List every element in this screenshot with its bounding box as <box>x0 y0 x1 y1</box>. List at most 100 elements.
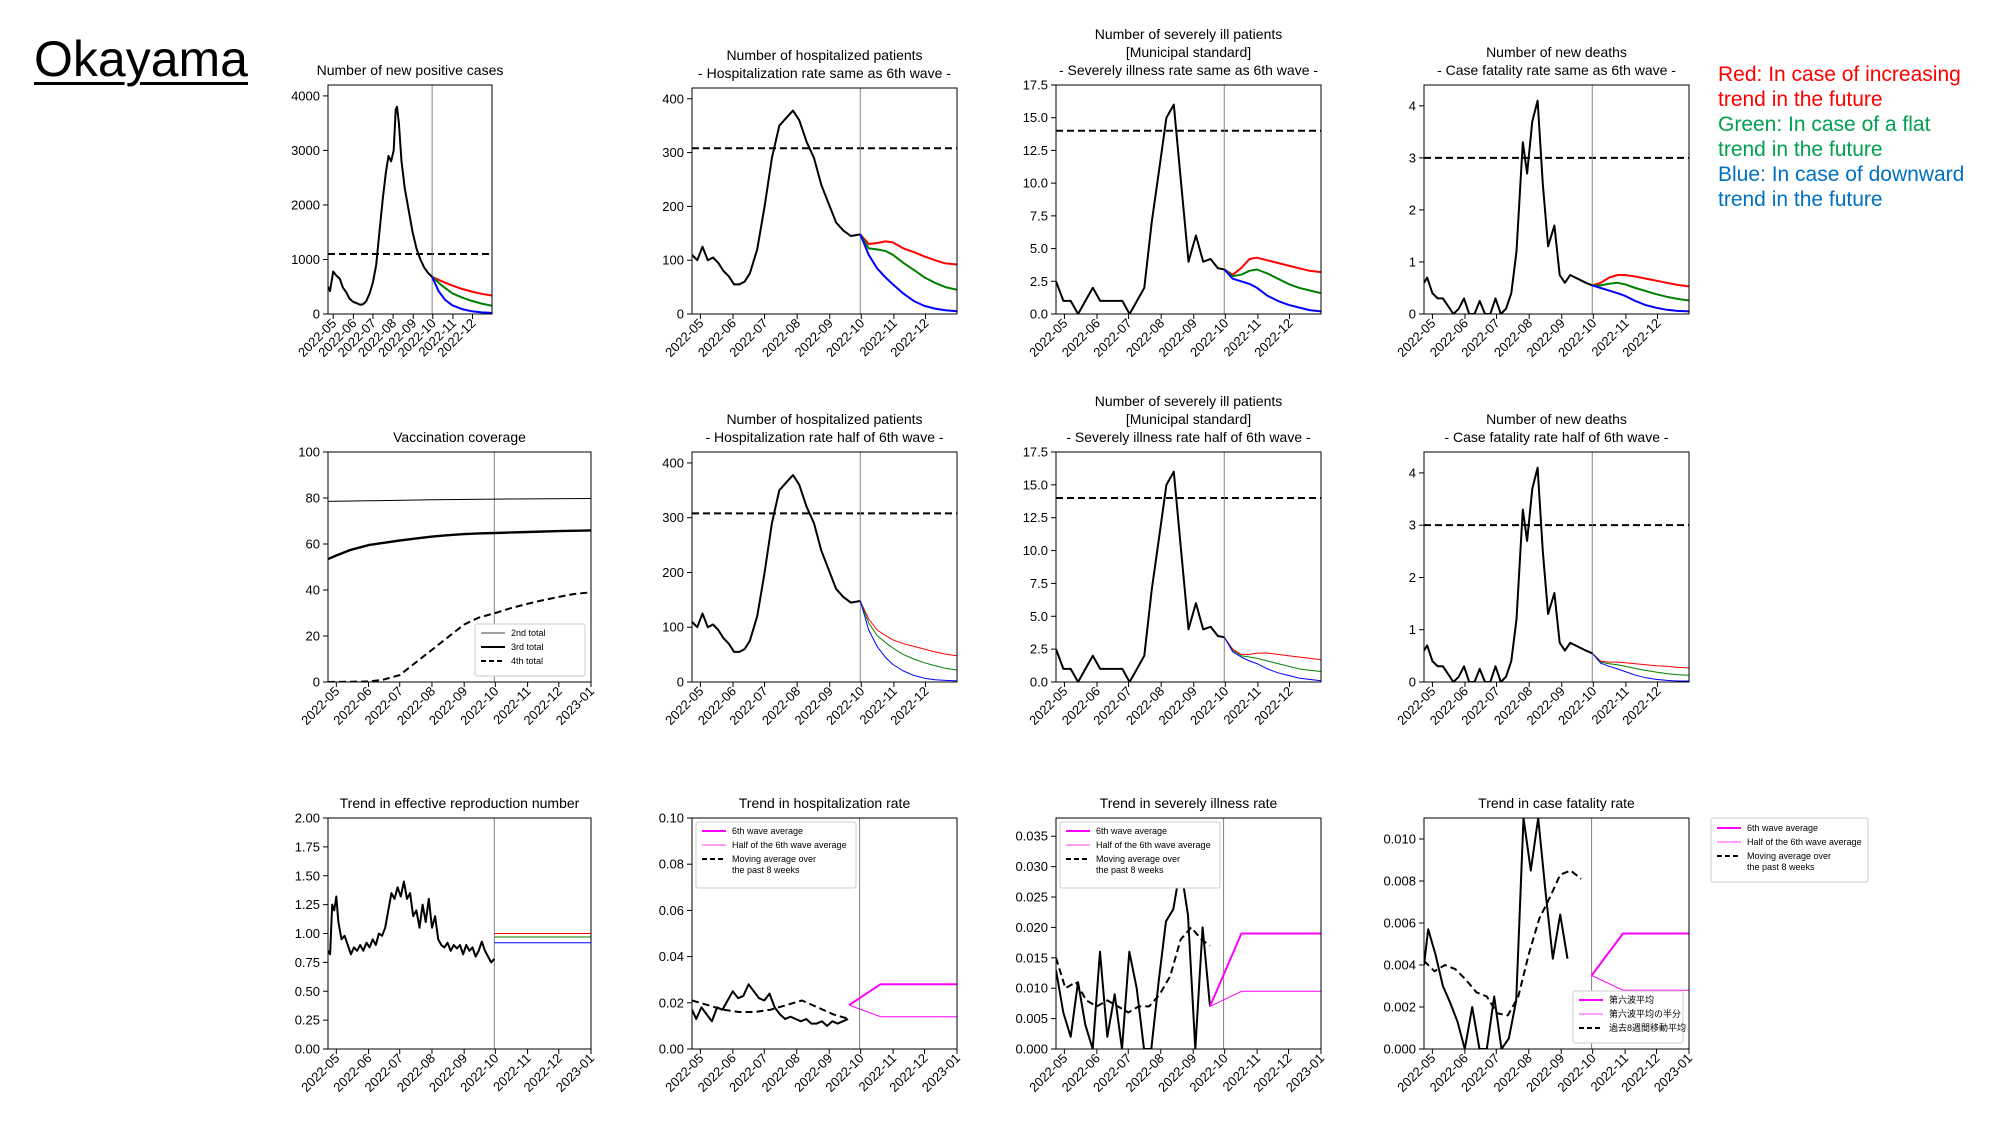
y-tick-label: 1000 <box>291 252 320 267</box>
chart-title: Number of new deaths <box>1486 411 1627 427</box>
plot-area <box>328 85 492 314</box>
series-line-6th-wave <box>848 983 957 1006</box>
y-tick-label: 2.00 <box>295 811 320 826</box>
series-line-half-6th-wave <box>1209 990 1321 1007</box>
y-tick-label: 17.5 <box>1023 78 1048 93</box>
y-tick-label: 4 <box>1409 98 1416 113</box>
series-line-flat <box>1223 268 1321 295</box>
chart-title: - Case fatality rate same as 6th wave - <box>1437 62 1676 78</box>
chart-title: Trend in hospitalization rate <box>739 795 911 811</box>
y-tick-label: 0.04 <box>659 949 684 964</box>
chart-title: - Severely illness rate half of 6th wave… <box>1066 429 1311 445</box>
y-tick-label: 3 <box>1409 518 1416 533</box>
chart-8: Number of new deaths - Case fatality rate… <box>1394 411 1690 728</box>
plot-frame <box>1055 817 1322 1050</box>
chart-title: Trend in effective reproduction number <box>340 795 580 811</box>
scenario-legend-line: trend in the future <box>1718 138 1883 161</box>
series-line-observed <box>1424 99 1593 314</box>
chart-12: Trend in case fatality rate 0.000 0.002 0.0… <box>1383 795 1695 1095</box>
series-line-4th-total <box>328 591 591 682</box>
y-tick-label: 0.035 <box>1015 829 1048 844</box>
y-tick-label: 1.25 <box>295 897 320 912</box>
y-tick-label: 0.015 <box>1015 950 1048 965</box>
chart-7: Number of severely ill patients [Municipa… <box>1023 393 1322 728</box>
plot-area <box>1424 452 1689 682</box>
y-tick-label: 0.005 <box>1015 1011 1048 1026</box>
y-tick-label: 7.5 <box>1030 576 1048 591</box>
legend-label: the past 8 weeks <box>1096 865 1164 875</box>
plot-area <box>692 452 957 682</box>
series-line-3rd-total <box>328 529 591 561</box>
series-line-2nd-total <box>328 498 591 502</box>
y-tick-label: 300 <box>662 510 684 525</box>
legend-label: 3rd total <box>511 642 544 652</box>
y-tick-label: 0.002 <box>1383 1000 1416 1015</box>
chart-title: - Hospitalization rate half of 6th wave … <box>705 429 943 445</box>
chart-title: Number of hospitalized patients <box>726 47 922 63</box>
chart-title: [Municipal standard] <box>1126 44 1251 60</box>
legend-label: Moving average over <box>1747 851 1831 861</box>
y-tick-label: 0 <box>677 307 684 322</box>
scenario-legend-line: trend in the future <box>1718 188 1883 211</box>
series-line-observed <box>328 880 496 964</box>
series-line-decrease <box>1592 284 1689 313</box>
y-tick-label: 0.0 <box>1030 675 1048 690</box>
y-tick-label: 0.0 <box>1030 307 1048 322</box>
scenario-legend-line: trend in the future <box>1718 88 1883 111</box>
y-tick-label: 400 <box>662 91 684 106</box>
series-line-decrease <box>1591 652 1689 682</box>
legend-box <box>695 821 857 889</box>
y-tick-label: 12.5 <box>1023 510 1048 525</box>
chart-title: Trend in severely illness rate <box>1100 795 1278 811</box>
legend-label: the past 8 weeks <box>1747 862 1815 872</box>
y-tick-label: 300 <box>662 145 684 160</box>
chart-legend: 6th wave average Half of the 6th wave ave… <box>1059 821 1221 889</box>
chart-legend: 6th wave average Half of the 6th wave ave… <box>695 821 857 889</box>
chart-title: Number of severely ill patients <box>1095 26 1283 42</box>
plot-frame <box>1423 817 1690 1050</box>
chart-10: Trend in hospitalization rate 0.00 0.02 0.0… <box>659 795 963 1095</box>
scenario-legend-line: Red: In case of increasing <box>1718 63 1961 86</box>
y-tick-label: 400 <box>662 455 684 470</box>
chart-title: Number of hospitalized patients <box>726 411 922 427</box>
y-tick-label: 0.006 <box>1383 916 1416 931</box>
series-line-decrease <box>1223 637 1321 682</box>
series-line-flat <box>1592 281 1689 302</box>
chart-title: - Hospitalization rate same as 6th wave … <box>698 65 951 81</box>
series-line-observed <box>692 983 849 1027</box>
y-tick-label: 15.0 <box>1023 477 1048 492</box>
y-tick-label: 20 <box>306 629 320 644</box>
scenario-legend-line: Green: In case of a flat <box>1718 113 1931 136</box>
series-line-decrease <box>431 276 492 314</box>
y-tick-label: 3 <box>1409 150 1416 165</box>
chart-11: Trend in severely illness rate 0.000 0.005… <box>1015 795 1327 1095</box>
legend-label: 6th wave average <box>732 826 803 836</box>
y-tick-label: 200 <box>662 565 684 580</box>
plot-area <box>1056 452 1321 682</box>
y-tick-label: 100 <box>298 445 320 460</box>
y-tick-label: 0.000 <box>1015 1042 1048 1057</box>
plot-area <box>692 818 957 1049</box>
plot-frame <box>327 84 493 315</box>
legend-label: 第六波平均の半分 <box>1609 1008 1681 1019</box>
series-line-moving-average <box>692 999 850 1020</box>
series-line-decrease <box>859 600 957 682</box>
legend-box <box>474 623 586 677</box>
y-tick-label: 0.75 <box>295 955 320 970</box>
series-line-increase <box>1223 637 1321 661</box>
y-tick-label: 10.0 <box>1023 543 1048 558</box>
legend-label: Half of the 6th wave average <box>1747 837 1862 847</box>
y-tick-label: 7.5 <box>1030 208 1048 223</box>
y-tick-label: 1 <box>1409 622 1416 637</box>
legend-label: Moving average over <box>1096 854 1180 864</box>
legend-label: 4th total <box>511 656 543 666</box>
plot-area <box>328 818 591 1049</box>
y-tick-label: 0 <box>677 675 684 690</box>
plot-area <box>692 88 957 314</box>
plot-frame <box>691 451 958 683</box>
chart-title: [Municipal standard] <box>1126 411 1251 427</box>
series-line-increase <box>1223 256 1321 276</box>
legend-box <box>1710 817 1869 883</box>
scenario-legend: Red: In case of increasing trend in the … <box>1718 62 1964 212</box>
chart-title: - Severely illness rate same as 6th wave… <box>1059 62 1318 78</box>
